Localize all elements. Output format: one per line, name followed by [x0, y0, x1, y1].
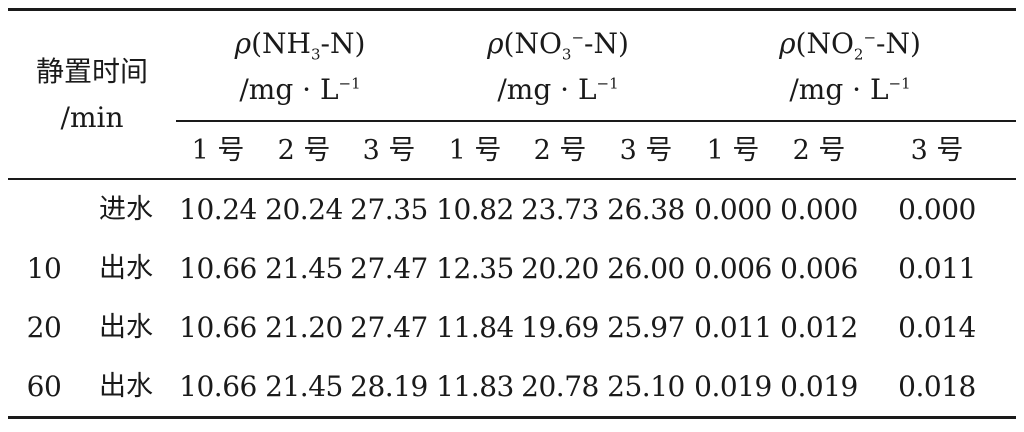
table-cell: 27.35 [350, 193, 428, 226]
table-cell: 12.35 [436, 252, 514, 285]
table-cell: 0.012 [780, 311, 858, 344]
row-type: 进水 [99, 194, 153, 225]
table-cell: 25.10 [607, 370, 685, 403]
row-type: 出水 [99, 312, 153, 343]
row-time: 60 [26, 370, 62, 403]
table-cell: 26.38 [607, 193, 685, 226]
group-header-no2: ρ(NO2−-N) [779, 27, 921, 64]
table-cell: 26.00 [607, 252, 685, 285]
subcol-header: 3 号 [362, 135, 416, 166]
table-cell: 0.018 [898, 370, 976, 403]
group-header-nh3: ρ(NH3-N) [234, 27, 366, 64]
header-group-rule [176, 120, 1016, 122]
subcol-header: 2 号 [792, 135, 846, 166]
table-cell: 19.69 [521, 311, 599, 344]
table-cell: 25.97 [607, 311, 685, 344]
subcol-header: 3 号 [910, 135, 964, 166]
group-header-no3: ρ(NO3−-N) [487, 27, 629, 64]
table-cell: 27.47 [350, 311, 428, 344]
table-cell: 11.83 [436, 370, 514, 403]
bottom-rule [8, 416, 1016, 419]
row-time: 20 [26, 311, 62, 344]
group-unit-no3: /mg · L−1 [497, 73, 619, 106]
table-cell: 20.78 [521, 370, 599, 403]
subcol-header: 1 号 [706, 135, 760, 166]
table-cell: 10.66 [179, 311, 257, 344]
table-cell: 10.24 [179, 193, 257, 226]
table-cell: 10.66 [179, 252, 257, 285]
table-cell: 0.000 [694, 193, 772, 226]
table-cell: 21.45 [265, 370, 343, 403]
table-cell: 23.73 [521, 193, 599, 226]
table-cell: 21.45 [265, 252, 343, 285]
table-cell: 0.011 [694, 311, 772, 344]
table-cell: 0.006 [780, 252, 858, 285]
top-rule [8, 8, 1016, 11]
table-cell: 11.84 [436, 311, 514, 344]
table-cell: 0.000 [898, 193, 976, 226]
row-time: 10 [26, 252, 62, 285]
row-type: 出水 [99, 253, 153, 284]
table-cell: 10.66 [179, 370, 257, 403]
table-cell: 27.47 [350, 252, 428, 285]
time-header-label: 静置时间 [35, 55, 149, 88]
row-type: 出水 [99, 371, 153, 402]
subcol-header: 1 号 [191, 135, 245, 166]
table-cell: 0.000 [780, 193, 858, 226]
table-cell: 21.20 [265, 311, 343, 344]
table-cell: 0.011 [898, 252, 976, 285]
table-cell: 10.82 [436, 193, 514, 226]
table-cell: 0.019 [694, 370, 772, 403]
group-unit-no2: /mg · L−1 [789, 73, 911, 106]
time-header-unit: /min [60, 101, 124, 134]
table-cell: 0.019 [780, 370, 858, 403]
table-cell: 0.006 [694, 252, 772, 285]
header-bottom-rule [8, 178, 1016, 180]
subcol-header: 1 号 [448, 135, 502, 166]
group-unit-nh3: /mg · L−1 [239, 73, 361, 106]
table-cell: 20.20 [521, 252, 599, 285]
table-cell: 20.24 [265, 193, 343, 226]
subcol-header: 2 号 [277, 135, 331, 166]
table-cell: 0.014 [898, 311, 976, 344]
subcol-header: 3 号 [619, 135, 673, 166]
subcol-header: 2 号 [533, 135, 587, 166]
table-cell: 28.19 [350, 370, 428, 403]
